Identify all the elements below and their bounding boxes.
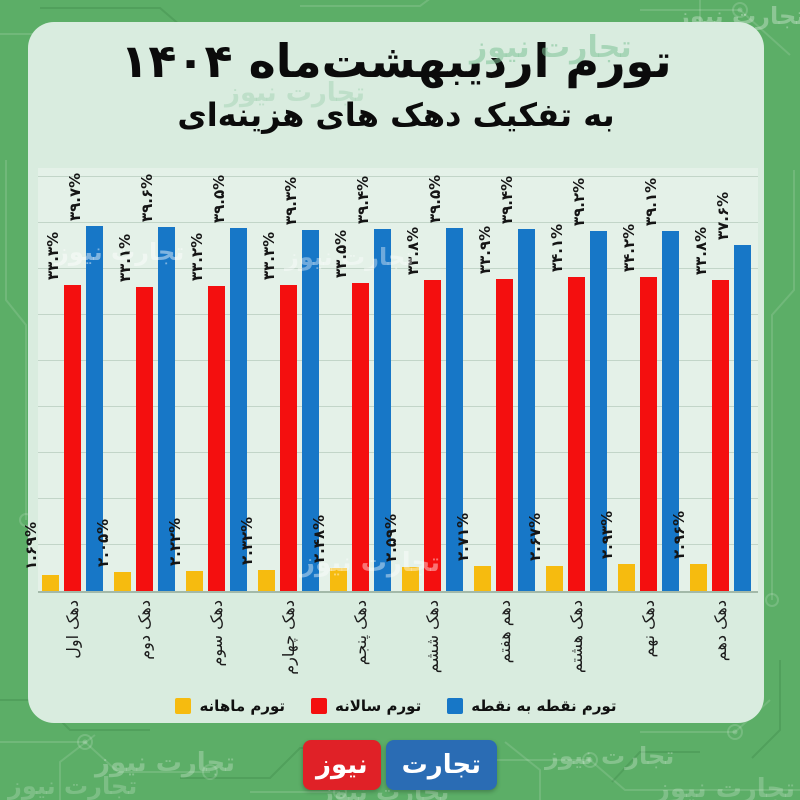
value-label-annual-decile-2: ۳۳.۱% [115, 233, 134, 282]
bar-point_to_point-decile-8 [590, 230, 607, 591]
brand-logo-news-box: نیوز [302, 740, 381, 790]
bar-monthly-decile-2 [114, 572, 131, 591]
value-label-monthly-decile-4: ۲.۳۲% [237, 516, 256, 565]
bar-point_to_point-decile-5 [374, 228, 391, 591]
brand-logo-news-text: نیوز [315, 750, 368, 780]
value-label-point_to_point-decile-6: ۳۹.۵% [425, 174, 444, 223]
chart-card: تورم اردیبهشت‌ماه ۱۴۰۴ به تفکیک دهک های … [22, 22, 764, 723]
value-label-point_to_point-decile-5: ۳۹.۴% [353, 175, 372, 224]
bar-annual-decile-4 [280, 284, 297, 591]
legend-item-annual: تورم سالانه [311, 697, 421, 715]
bar-annual-decile-5 [352, 282, 369, 591]
chart-subtitle: به تفکیک دهک های هزینه‌ای [177, 96, 615, 134]
value-label-annual-decile-10: ۳۳.۸% [691, 226, 710, 276]
point-to-point-swatch [447, 698, 464, 714]
value-label-monthly-decile-7: ۲.۷۱% [453, 512, 472, 562]
value-label-annual-decile-1: ۳۳.۳% [43, 231, 62, 280]
bar-annual-decile-1 [64, 284, 81, 591]
x-axis-label-decile-3: دهک سوم [206, 600, 226, 667]
bar-monthly-decile-4 [258, 569, 275, 591]
value-label-monthly-decile-6: ۲.۵۹% [381, 513, 400, 563]
value-label-annual-decile-8: ۳۴.۱% [547, 224, 566, 273]
x-axis-label-decile-6: دهک ششم [422, 600, 442, 674]
bar-monthly-decile-6 [402, 567, 419, 591]
bar-monthly-decile-5 [330, 568, 347, 591]
value-label-annual-decile-7: ۳۳.۹% [475, 226, 494, 275]
value-label-point_to_point-decile-9: ۳۹.۱% [641, 178, 660, 227]
legend-label-point-to-point: تورم نقطه به نقطه [471, 697, 617, 715]
legend-item-monthly: تورم ماهانه [175, 697, 285, 715]
value-label-annual-decile-9: ۳۴.۲% [619, 223, 638, 272]
x-axis-label-decile-5: دهک پنجم [350, 600, 370, 666]
legend-label-annual: تورم سالانه [335, 697, 422, 715]
bar-monthly-decile-8 [546, 566, 563, 591]
value-label-annual-decile-3: ۳۳.۲% [187, 232, 206, 281]
brand-logo: نیوز تجارت [302, 740, 498, 790]
legend-label-monthly: تورم ماهانه [199, 697, 286, 715]
x-axis-label-decile-8: دهک هشتم [566, 600, 586, 674]
bar-point_to_point-decile-9 [662, 231, 679, 591]
value-label-annual-decile-5: ۳۳.۵% [331, 229, 350, 278]
bar-point_to_point-decile-7 [518, 228, 535, 591]
value-label-monthly-decile-8: ۲.۶۷% [525, 513, 544, 562]
brand-logo-tejarat-box: تجارت [385, 740, 498, 790]
bar-point_to_point-decile-2 [158, 226, 175, 591]
bar-annual-decile-8 [568, 277, 585, 591]
legend: تورم ماهانه تورم سالانه تورم نقطه به نقط… [28, 697, 764, 715]
gridline-10pct [38, 498, 758, 500]
value-label-monthly-decile-5: ۲.۴۸% [309, 515, 328, 564]
value-label-monthly-decile-10: ۲.۹۶% [669, 510, 688, 559]
bar-annual-decile-6 [424, 280, 441, 591]
value-label-point_to_point-decile-8: ۳۹.۲% [569, 177, 588, 226]
bar-point_to_point-decile-1 [86, 225, 103, 591]
x-axis-label-decile-1: دهک اول [62, 600, 82, 659]
value-label-point_to_point-decile-4: ۳۹.۳% [281, 176, 300, 225]
plot-area: ۱.۶۹% ۳۳.۳% ۳۹.۷% ۲.۰۵% ۳۳.۱% ۳۹.۶% ۲.۲۲% ۳۳.۲%… [22, 168, 758, 593]
value-label-annual-decile-6: ۳۳.۸% [403, 226, 422, 276]
value-label-point_to_point-decile-1: ۳۹.۷% [65, 172, 84, 221]
value-label-monthly-decile-2: ۲.۰۵% [93, 518, 112, 568]
bar-point_to_point-decile-3 [230, 227, 247, 591]
value-label-point_to_point-decile-2: ۳۹.۶% [137, 173, 156, 222]
value-label-point_to_point-decile-7: ۳۹.۴% [497, 175, 516, 224]
value-label-annual-decile-4: ۳۳.۳% [259, 231, 278, 280]
brand-logo-tejarat-text: تجارت [401, 750, 482, 780]
gridline-40pct [38, 222, 758, 224]
bar-monthly-decile-10 [690, 563, 707, 591]
bar-monthly-decile-9 [618, 564, 635, 591]
value-label-point_to_point-decile-3: ۳۹.۵% [209, 174, 228, 223]
bar-point_to_point-decile-10 [734, 245, 751, 591]
gridline-45pct [38, 176, 758, 178]
value-label-point_to_point-decile-10: ۳۷.۶% [713, 192, 732, 241]
bar-annual-decile-2 [136, 286, 153, 591]
gridline-30pct [38, 314, 758, 316]
x-axis-label-decile-9: دهک نهم [638, 600, 658, 658]
x-axis-label-decile-2: دهک دوم [134, 600, 154, 660]
annual-swatch [311, 698, 328, 714]
bar-annual-decile-9 [640, 276, 657, 591]
value-label-monthly-decile-3: ۲.۲۲% [165, 517, 184, 566]
bar-annual-decile-10 [712, 280, 729, 591]
x-axis-label-decile-10: دهک دهم [710, 600, 730, 662]
bar-point_to_point-decile-4 [302, 229, 319, 591]
gridline-20pct [38, 406, 758, 408]
gridline-35pct [38, 268, 758, 270]
chart-title: تورم اردیبهشت‌ماه ۱۴۰۴ [120, 34, 672, 88]
monthly-swatch [175, 698, 192, 714]
legend-item-point-to-point: تورم نقطه به نقطه [447, 697, 617, 715]
value-label-monthly-decile-9: ۲.۹۳% [597, 510, 616, 560]
bar-annual-decile-3 [208, 285, 225, 591]
gridline-15pct [38, 452, 758, 454]
gridline-5pct [38, 544, 758, 546]
value-label-monthly-decile-1: ۱.۶۹% [21, 522, 40, 571]
x-axis-label-decile-4: دهک چهارم [278, 600, 298, 675]
gridline-25pct [38, 360, 758, 362]
bar-annual-decile-7 [496, 279, 513, 591]
bar-point_to_point-decile-6 [446, 227, 463, 591]
bar-monthly-decile-3 [186, 570, 203, 591]
bar-monthly-decile-1 [42, 575, 59, 591]
x-axis-label-decile-7: دهم هفتم [494, 600, 514, 664]
bar-monthly-decile-7 [474, 566, 491, 591]
